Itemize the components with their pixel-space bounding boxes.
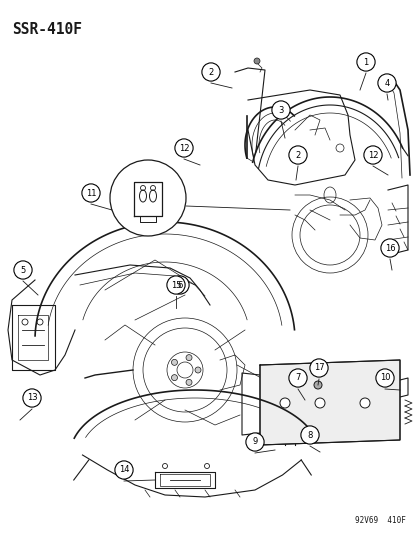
Text: 3: 3 — [278, 106, 283, 115]
Circle shape — [195, 367, 201, 373]
Text: 12: 12 — [367, 150, 377, 159]
Circle shape — [82, 184, 100, 202]
Text: 15: 15 — [170, 280, 181, 289]
Circle shape — [288, 369, 306, 387]
Text: 6: 6 — [177, 280, 182, 289]
Circle shape — [110, 160, 185, 236]
Circle shape — [375, 369, 393, 387]
Circle shape — [309, 359, 328, 377]
Text: 7: 7 — [294, 374, 300, 383]
Circle shape — [185, 379, 192, 385]
Circle shape — [23, 389, 41, 407]
Circle shape — [171, 359, 177, 365]
Text: 12: 12 — [178, 143, 189, 152]
Text: 8: 8 — [306, 431, 312, 440]
Circle shape — [166, 276, 185, 294]
Circle shape — [279, 398, 289, 408]
Circle shape — [363, 146, 381, 164]
Circle shape — [14, 261, 32, 279]
Text: 11: 11 — [85, 189, 96, 198]
Circle shape — [356, 53, 374, 71]
Text: 10: 10 — [379, 374, 389, 383]
Text: SSR-410F: SSR-410F — [12, 22, 82, 37]
Circle shape — [271, 101, 290, 119]
Text: 14: 14 — [119, 465, 129, 474]
Circle shape — [380, 239, 398, 257]
Circle shape — [300, 426, 318, 444]
Text: 4: 4 — [383, 78, 389, 87]
Circle shape — [171, 276, 189, 294]
Text: 2: 2 — [294, 150, 300, 159]
Circle shape — [314, 398, 324, 408]
Circle shape — [245, 433, 263, 451]
Circle shape — [359, 398, 369, 408]
Circle shape — [115, 461, 133, 479]
Text: 5: 5 — [20, 265, 26, 274]
Circle shape — [313, 381, 321, 389]
Circle shape — [174, 139, 192, 157]
Polygon shape — [259, 360, 399, 445]
Text: 92V69  410F: 92V69 410F — [354, 516, 405, 525]
Text: 13: 13 — [26, 393, 37, 402]
Text: 1: 1 — [363, 58, 368, 67]
Text: 16: 16 — [384, 244, 394, 253]
Circle shape — [254, 58, 259, 64]
Circle shape — [171, 375, 177, 381]
Text: 9: 9 — [252, 438, 257, 447]
Circle shape — [202, 63, 220, 81]
Circle shape — [288, 146, 306, 164]
Text: 2: 2 — [208, 68, 213, 77]
Text: 17: 17 — [313, 364, 323, 373]
Circle shape — [185, 354, 192, 361]
Circle shape — [377, 74, 395, 92]
